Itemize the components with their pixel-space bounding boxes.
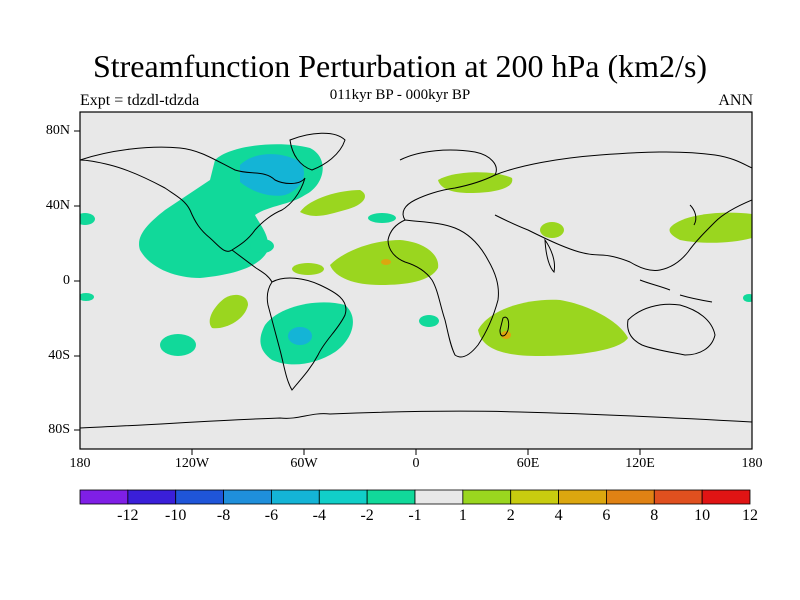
lon-label-60e: 60E <box>516 456 540 471</box>
experiment-label: Expt = tdzdl-tdzda <box>80 92 200 109</box>
negative-blob-dateline <box>743 294 752 302</box>
colorbar-swatch <box>175 489 224 505</box>
positive-blob-india <box>540 222 564 238</box>
colorbar-label: -2 <box>360 507 374 524</box>
colorbar-label: -8 <box>216 507 231 524</box>
lon-label-120w: 120W <box>174 456 210 471</box>
colorbar-swatch <box>79 489 129 505</box>
positive-region-west-pacific <box>669 212 752 243</box>
colorbar-label: 1 <box>458 507 467 524</box>
coastlines <box>80 132 752 429</box>
lat-label-80n: 80N <box>45 123 70 138</box>
colorbar-swatch <box>414 489 464 505</box>
colorbar-swatch <box>366 489 416 505</box>
colorbar-label: 2 <box>506 507 515 524</box>
contour-shading <box>80 144 752 365</box>
colorbar-label: -6 <box>264 507 279 524</box>
positive-blob-caribbean <box>292 263 324 275</box>
positive-core-africa <box>381 259 391 265</box>
plot-subtitle: 011kyr BP - 000kyr BP <box>329 87 471 103</box>
colorbar-swatch <box>127 489 177 505</box>
colorbar-label: 8 <box>650 507 659 524</box>
lat-label-40s: 40S <box>48 348 70 363</box>
negative-blob-south-atlantic <box>419 315 439 327</box>
negative-blob-west-pacific <box>80 213 95 225</box>
lon-label-60w: 60W <box>290 456 318 471</box>
colorbar-swatch <box>606 489 655 505</box>
axis-ticks <box>74 130 641 455</box>
colorbar <box>79 489 751 505</box>
colorbar-label: -1 <box>408 507 422 524</box>
colorbar-label: 10 <box>694 507 711 524</box>
positive-region-north-atlantic <box>300 190 365 216</box>
colorbar-swatch <box>558 489 607 505</box>
colorbar-swatch <box>318 489 368 505</box>
colorbar-label: -4 <box>312 507 326 524</box>
negative-region-canada-inner <box>240 154 305 196</box>
colorbar-label: -12 <box>117 507 139 524</box>
colorbar-swatch <box>462 489 512 505</box>
colorbar-label: 4 <box>554 507 563 524</box>
negative-blob-atlantic <box>368 213 396 223</box>
colorbar-label: 12 <box>742 507 758 524</box>
positive-core-indian-ocean <box>501 331 511 339</box>
colorbar-swatch <box>271 489 320 505</box>
colorbar-label: 6 <box>602 507 611 524</box>
lat-label-80s: 80S <box>48 422 70 437</box>
colorbar-label: -10 <box>165 507 187 524</box>
lon-label-0: 0 <box>412 456 420 471</box>
lat-label-40n: 40N <box>45 198 70 213</box>
colorbar-swatch <box>701 489 751 505</box>
colorbar-swatch <box>653 489 703 505</box>
negative-blob-caribbean <box>250 239 274 253</box>
season-label: ANN <box>718 92 753 109</box>
lon-label-120e: 120E <box>625 456 655 471</box>
lon-label-180w: 180 <box>69 456 91 471</box>
lat-label-0: 0 <box>63 273 70 288</box>
positive-region-indian-ocean <box>478 299 628 356</box>
colorbar-swatch <box>223 489 272 505</box>
negative-blob-equatorial-pacific <box>80 293 94 301</box>
negative-region-south-america-inner <box>288 327 312 345</box>
negative-blob-pacific-south <box>160 334 196 356</box>
positive-region-south-pacific <box>209 294 248 329</box>
lon-label-180e: 180 <box>741 456 763 471</box>
plot-title: Streamfunction Perturbation at 200 hPa (… <box>92 48 708 84</box>
colorbar-swatch <box>510 489 559 505</box>
